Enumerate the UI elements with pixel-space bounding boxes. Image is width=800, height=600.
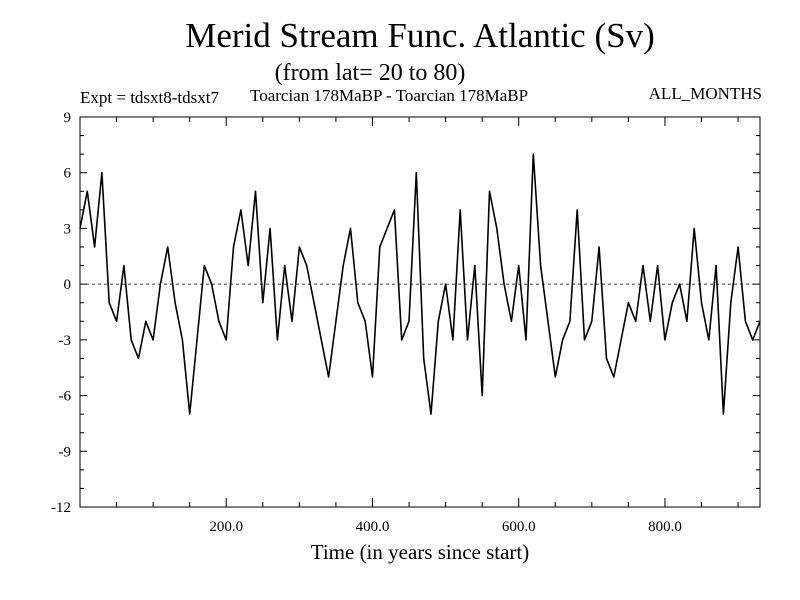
x-tick-label: 200.0 [209,519,243,535]
y-tick-label: -3 [59,333,72,349]
plot-frame [79,116,761,508]
y-tick-label: -12 [51,500,71,516]
x-tick-label: 800.0 [648,519,682,535]
y-tick-label: 6 [64,166,72,182]
experiment-label: Expt = tdsxt8-tdsxt7 [80,88,219,107]
y-tick-label: -6 [59,389,72,405]
experiment-description: Toarcian 178MaBP - Toarcian 178MaBP [250,86,529,105]
y-tick-label: 3 [64,221,72,237]
y-tick-label: 9 [64,110,72,126]
y-tick-label: 0 [64,277,72,293]
x-axis-label: Time (in years since start) [310,540,530,564]
period-label: ALL_MONTHS [648,84,762,103]
x-tick-label: 400.0 [356,519,390,535]
chart-title: Merid Stream Func. Atlantic (Sv) [185,16,655,55]
chart-subtitle: (from lat= 20 to 80) [274,60,466,86]
x-tick-label: 600.0 [502,519,536,535]
series-line [79,153,761,415]
y-tick-label: -9 [59,444,72,460]
